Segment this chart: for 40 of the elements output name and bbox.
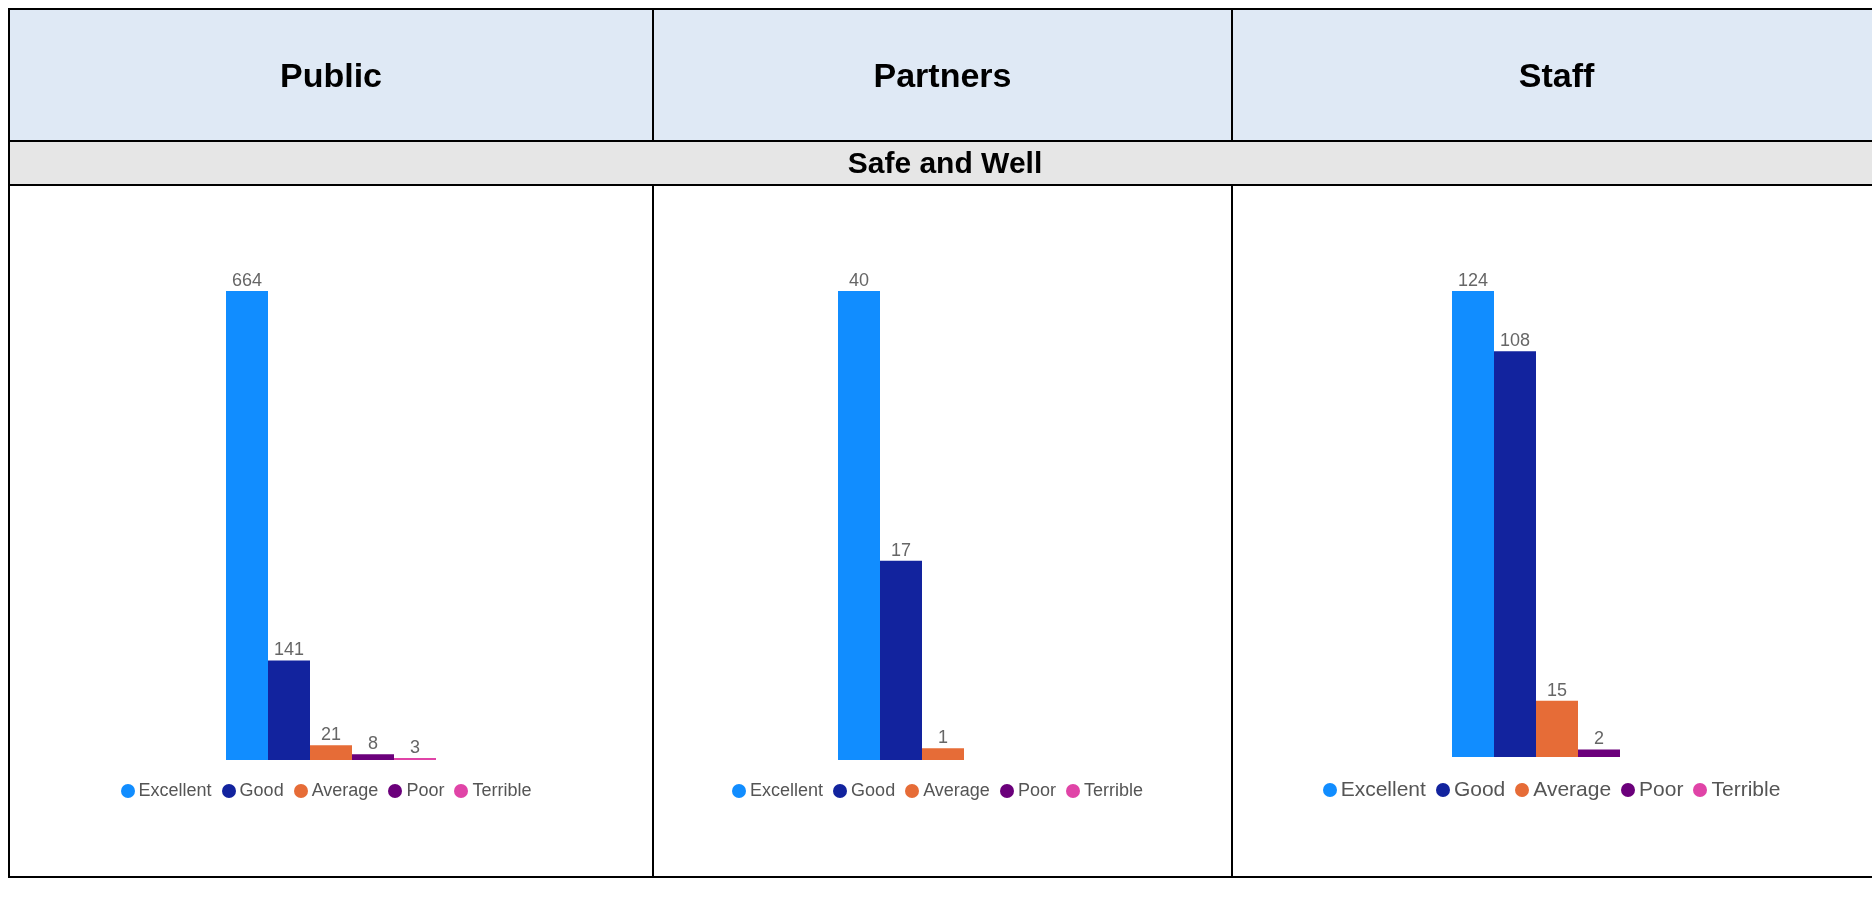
data-label: 8 [367,733,379,754]
legend-label: Terrible [1711,777,1781,800]
legend-label: Poor [1639,777,1684,800]
legend-label: Good [851,780,896,800]
data-label: 664 [231,270,263,290]
data-label: 1 [937,727,949,748]
legend-label: Poor [1017,780,1056,800]
chart-title: Partners [653,9,1232,141]
chart-title: Staff [1232,9,1872,141]
bar [1452,291,1494,757]
bar [394,757,436,760]
legend-label: Good [1453,777,1506,800]
bar [310,745,352,760]
bar [352,754,394,760]
legend-label: Excellent [1340,777,1426,800]
data-label: 17 [890,539,912,560]
legend-label: Excellent [138,780,212,800]
legend-label: Terrible [1083,780,1143,800]
legend-label: Good [239,780,284,800]
bar [1494,351,1536,757]
legend-label: Terrible [472,780,532,800]
data-label: 124 [1457,270,1489,290]
chart-title: Public [9,9,653,141]
legend-label: Average [311,780,379,800]
data-label: 40 [848,270,870,290]
data-label: 141 [273,639,305,660]
legend-label: Average [923,780,990,800]
bar [1536,700,1578,757]
legend-label: Average [1533,777,1612,800]
legend-label: Poor [406,780,445,800]
data-label: 3 [409,736,421,757]
data-label: 108 [1499,330,1531,351]
bar [268,660,310,760]
bar [226,291,268,760]
legend-label: Excellent [750,780,824,800]
chart-subtitle: Safe and Well [9,141,1872,185]
bar [1578,749,1620,757]
data-label: 21 [320,724,342,745]
data-label: 2 [1593,728,1605,749]
data-label: 15 [1546,679,1568,700]
